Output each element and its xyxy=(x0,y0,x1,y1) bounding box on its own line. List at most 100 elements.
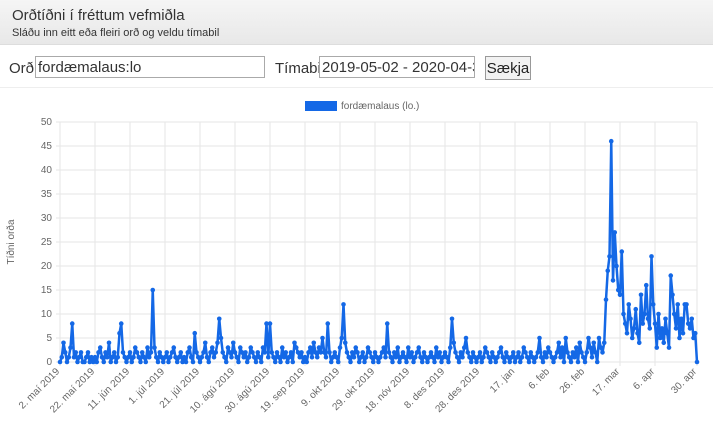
data-point xyxy=(313,350,318,355)
data-point xyxy=(307,345,313,350)
data-point xyxy=(173,354,178,360)
data-point xyxy=(152,345,157,350)
data-point xyxy=(185,350,191,355)
data-point xyxy=(141,354,147,360)
data-point xyxy=(136,354,142,360)
data-point xyxy=(442,350,448,355)
data-point xyxy=(248,345,254,350)
data-point xyxy=(321,350,327,355)
x-tick-label: 6. feb xyxy=(527,366,553,392)
data-point xyxy=(127,350,133,355)
data-point xyxy=(218,335,224,341)
data-point xyxy=(626,302,632,307)
data-point xyxy=(166,359,171,365)
data-point xyxy=(694,359,700,365)
data-point xyxy=(540,359,546,365)
data-point xyxy=(157,350,163,355)
data-point xyxy=(271,354,276,360)
data-point xyxy=(544,354,549,360)
data-point xyxy=(418,354,423,360)
data-point xyxy=(124,359,129,365)
period-input[interactable]: 2019-05-02 - 2020-04-30 xyxy=(319,56,475,78)
data-point xyxy=(103,350,108,355)
data-point xyxy=(262,350,268,355)
data-point xyxy=(82,359,87,365)
data-point xyxy=(106,340,112,346)
data-point xyxy=(670,292,675,298)
data-point xyxy=(195,354,201,360)
data-point xyxy=(279,345,285,350)
data-point xyxy=(115,354,121,360)
data-point xyxy=(101,359,107,365)
data-point xyxy=(293,345,299,350)
data-point xyxy=(223,359,229,365)
data-point xyxy=(395,345,401,350)
subtitle: Sláðu inn eitt eða fleiri orð og veldu t… xyxy=(12,27,220,39)
data-point xyxy=(433,345,439,350)
data-point xyxy=(617,292,623,298)
data-point xyxy=(265,354,271,360)
data-point xyxy=(671,311,677,317)
data-point xyxy=(416,345,422,350)
data-point xyxy=(276,354,282,360)
data-point xyxy=(633,306,639,312)
data-point xyxy=(605,268,611,274)
data-point xyxy=(234,354,240,360)
word-label: Orð xyxy=(9,60,35,77)
data-point xyxy=(666,345,672,350)
data-point xyxy=(150,287,156,293)
data-point xyxy=(159,354,164,360)
data-point xyxy=(64,359,70,365)
data-point xyxy=(59,354,65,360)
y-tick-label: 10 xyxy=(41,309,53,320)
word-input[interactable]: fordæmalaus:lo xyxy=(35,56,265,78)
data-point xyxy=(556,340,562,346)
data-point xyxy=(370,359,376,365)
data-point xyxy=(139,350,145,355)
data-point xyxy=(162,354,168,360)
x-tick-label: 6. apr xyxy=(631,366,657,392)
data-point xyxy=(502,359,507,365)
data-point xyxy=(178,350,184,355)
data-point xyxy=(344,350,350,355)
data-point xyxy=(108,359,114,365)
data-point xyxy=(390,359,395,365)
data-point xyxy=(377,354,383,360)
data-point xyxy=(691,335,696,341)
data-point xyxy=(612,230,618,235)
data-point xyxy=(148,350,154,355)
data-point xyxy=(654,345,660,350)
data-point xyxy=(470,350,476,355)
data-point xyxy=(554,350,560,355)
data-point xyxy=(360,350,366,355)
data-point xyxy=(66,354,72,360)
data-point xyxy=(292,340,297,346)
submit-button[interactable]: Sækja xyxy=(485,56,531,80)
data-point xyxy=(577,340,583,346)
data-point xyxy=(432,359,437,365)
x-tick-label: 30. apr xyxy=(669,366,699,396)
data-point xyxy=(269,350,275,355)
data-point xyxy=(341,302,346,307)
data-point xyxy=(110,354,115,360)
data-point xyxy=(514,354,520,360)
data-point xyxy=(614,263,619,269)
data-point xyxy=(257,354,262,360)
data-point xyxy=(83,354,89,360)
data-point xyxy=(330,354,336,360)
data-point xyxy=(405,345,411,350)
data-point xyxy=(456,359,462,365)
data-point xyxy=(428,350,434,355)
data-point xyxy=(400,350,406,355)
data-point xyxy=(239,350,245,355)
data-point xyxy=(318,350,324,355)
data-point xyxy=(411,359,416,365)
data-point xyxy=(194,350,199,355)
data-point xyxy=(89,354,94,360)
data-point xyxy=(528,350,534,355)
data-point xyxy=(638,292,644,298)
data-point xyxy=(372,350,378,355)
data-point xyxy=(507,359,513,365)
separator xyxy=(0,87,713,88)
data-point xyxy=(61,340,66,346)
